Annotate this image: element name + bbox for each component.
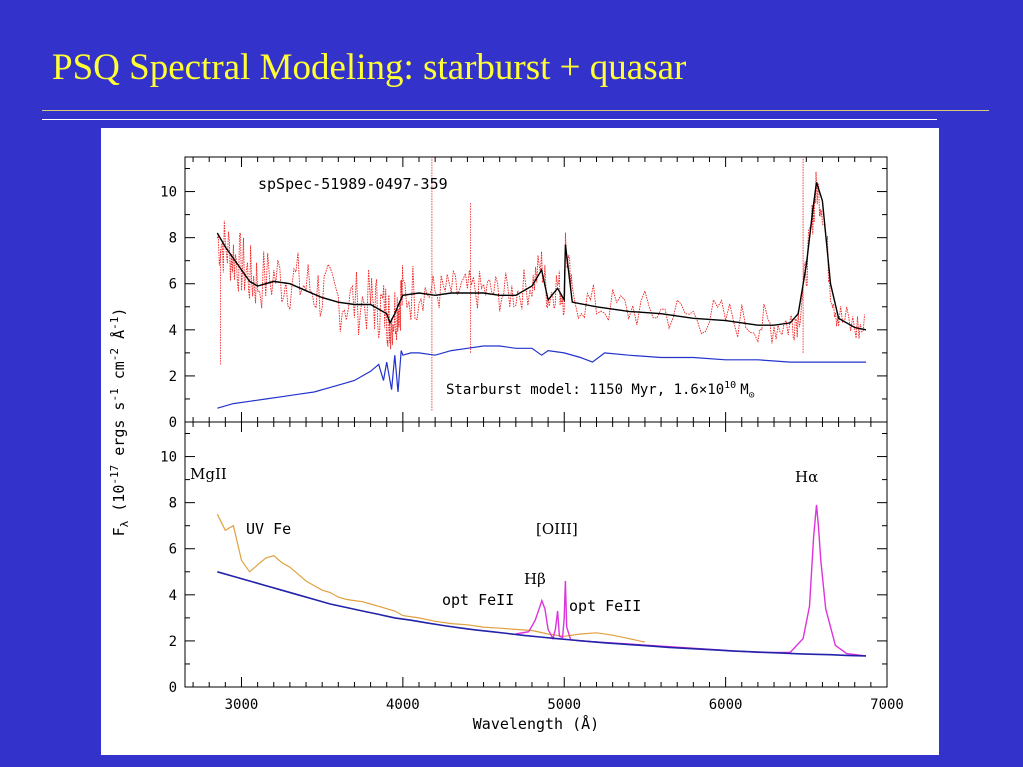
- halpha-label: Hα: [795, 468, 818, 486]
- x-tick-label: 4000: [386, 697, 420, 713]
- spectrum-chart: 0 2 4 6 8 10 spSpec-51989-0497-359 Starburst …: [108, 156, 904, 733]
- slide-title: PSQ Spectral Modeling: starburst + quasa…: [52, 47, 687, 88]
- y-axis-label: Fλ (10-17 ergs s-1 cm-2 Å-1): [108, 308, 131, 537]
- emission-line-profile: [515, 504, 867, 657]
- model-fit-line: [216, 182, 867, 331]
- top-panel: 0 2 4 6 8 10 spSpec-51989-0497-359 Starburst …: [160, 156, 888, 431]
- x-tick-label: 6000: [709, 697, 743, 713]
- starburst-model-line: [217, 345, 866, 409]
- opt-feii-right-label: opt FeII: [569, 597, 641, 615]
- y-tick-label: 10: [160, 450, 177, 466]
- title-divider-top: [42, 110, 989, 111]
- y-tick-label: 0: [169, 680, 177, 696]
- x-tick-label: 5000: [547, 697, 581, 713]
- quasar-continuum-line: [217, 571, 867, 657]
- y-tick-label: 0: [169, 415, 177, 431]
- y-tick-label: 6: [169, 277, 177, 293]
- x-axis-label: Wavelength (Å): [473, 714, 599, 733]
- spectrum-figure: 0 2 4 6 8 10 spSpec-51989-0497-359 Starburst …: [101, 128, 939, 755]
- x-tick-label: 3000: [225, 697, 259, 713]
- hbeta-label: Hβ: [524, 570, 546, 588]
- y-tick-label: 6: [169, 542, 177, 558]
- y-tick-label: 2: [169, 369, 177, 385]
- bottom-panel: 3000 4000 5000 6000 7000 0 2 4 6 8 10 MgII UV Fe […: [160, 421, 904, 713]
- y-tick-label: 8: [169, 231, 177, 247]
- observed-spectrum-line: [216, 171, 866, 350]
- y-tick-label: 4: [169, 323, 177, 339]
- y-tick-label: 8: [169, 496, 177, 512]
- y-tick-label: 10: [160, 185, 177, 201]
- title-divider-bottom: [42, 119, 937, 120]
- opt-feii-left-label: opt FeII: [442, 591, 514, 609]
- x-tick-label: 7000: [870, 697, 904, 713]
- starburst-model-label: Starburst model: 1150 Myr, 1.6×1010 M⊙: [446, 380, 755, 401]
- svg-text:Fλ (10-17 ergs s-1 cm-2 Å-1): Fλ (10-17 ergs s-1 cm-2 Å-1): [108, 308, 131, 537]
- fe-template-line: [216, 513, 646, 643]
- y-tick-label: 2: [169, 634, 177, 650]
- oiii-label: [OIII]: [536, 520, 578, 538]
- bottom-plot-frame: [184, 421, 888, 688]
- uv-fe-label: UV Fe: [246, 520, 291, 538]
- spectrum-id-label: spSpec-51989-0497-359: [258, 175, 448, 193]
- y-tick-label: 4: [169, 588, 177, 604]
- mgii-label: MgII: [190, 465, 227, 483]
